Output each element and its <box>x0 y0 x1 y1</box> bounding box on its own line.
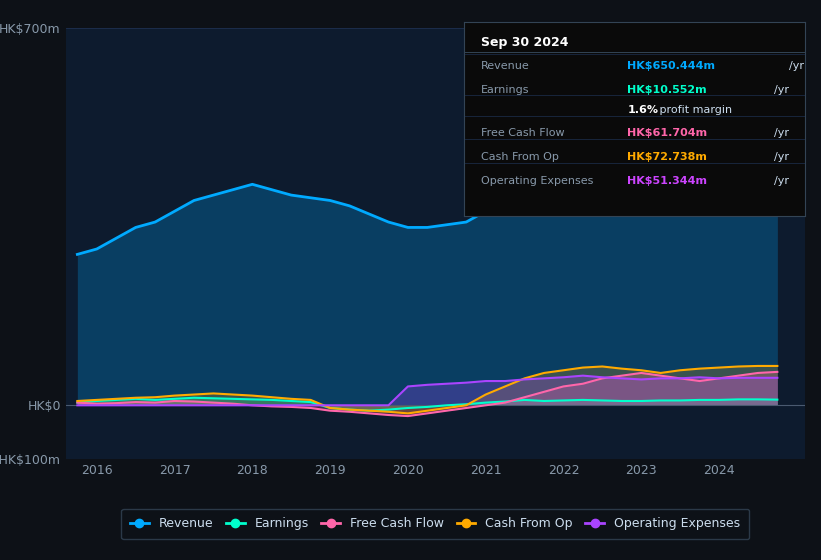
Text: Free Cash Flow: Free Cash Flow <box>481 128 565 138</box>
Text: /yr: /yr <box>774 176 789 186</box>
Text: /yr: /yr <box>774 128 789 138</box>
Text: /yr: /yr <box>774 152 789 162</box>
Text: 1.6%: 1.6% <box>627 105 658 114</box>
Text: /yr: /yr <box>788 61 804 71</box>
Text: Earnings: Earnings <box>481 85 530 95</box>
Legend: Revenue, Earnings, Free Cash Flow, Cash From Op, Operating Expenses: Revenue, Earnings, Free Cash Flow, Cash … <box>122 508 749 539</box>
Text: /yr: /yr <box>774 85 789 95</box>
Text: HK$51.344m: HK$51.344m <box>627 176 708 186</box>
Text: Sep 30 2024: Sep 30 2024 <box>481 36 568 49</box>
Text: HK$10.552m: HK$10.552m <box>627 85 707 95</box>
Text: Cash From Op: Cash From Op <box>481 152 559 162</box>
Text: profit margin: profit margin <box>656 105 732 114</box>
Text: HK$72.738m: HK$72.738m <box>627 152 707 162</box>
Text: HK$61.704m: HK$61.704m <box>627 128 708 138</box>
Text: HK$650.444m: HK$650.444m <box>627 61 715 71</box>
Text: Operating Expenses: Operating Expenses <box>481 176 594 186</box>
Text: Revenue: Revenue <box>481 61 530 71</box>
